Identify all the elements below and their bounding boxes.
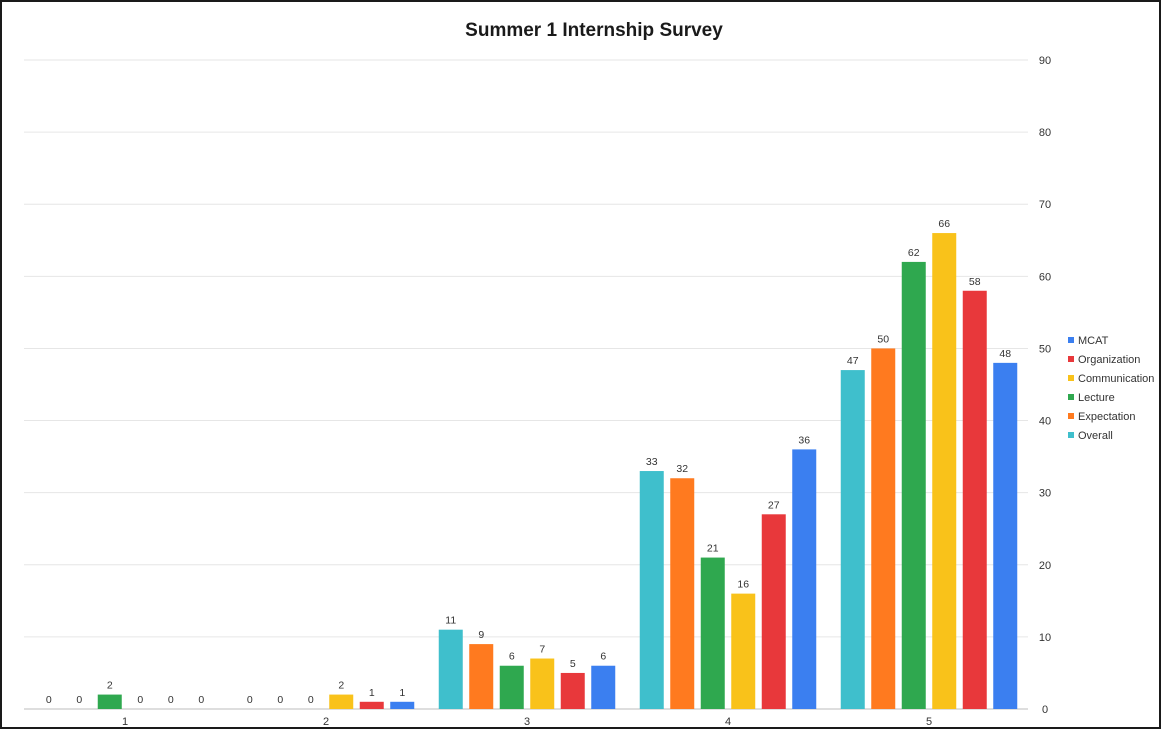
- data-label-overall-2: 0: [247, 694, 253, 706]
- data-label-expectation-4: 32: [676, 463, 688, 475]
- bar-mcat-5: [993, 362, 1018, 709]
- data-label-mcat-1: 0: [198, 694, 204, 706]
- data-label-mcat-2: 1: [399, 687, 405, 699]
- data-label-mcat-5: 48: [999, 348, 1011, 360]
- y-axis-ticks: 0 10 20 30 40 50 60 70 80 90: [1039, 55, 1051, 716]
- bar-overall-3: [438, 629, 463, 709]
- x-axis-ticks: 1 2 3 4 5: [122, 716, 932, 728]
- bar-mcat-3: [591, 665, 616, 709]
- x-tick-label: 5: [926, 716, 932, 728]
- data-label-lecture-5: 62: [908, 247, 920, 259]
- data-label-expectation-3: 9: [478, 629, 484, 641]
- data-label-communication-3: 7: [539, 644, 545, 656]
- bar-organization-4: [761, 514, 786, 709]
- bar-expectation-4: [670, 478, 695, 709]
- x-tick-label: 4: [725, 716, 731, 728]
- data-label-organization-3: 5: [570, 658, 576, 670]
- y-tick-label: 40: [1039, 416, 1051, 428]
- data-label-lecture-4: 21: [707, 543, 719, 555]
- chart-title: Summer 1 Internship Survey: [465, 20, 723, 41]
- bar-lecture-3: [499, 665, 524, 709]
- bar-organization-5: [962, 290, 987, 709]
- bar-mcat-4: [792, 449, 817, 709]
- data-label-lecture-3: 6: [509, 651, 515, 663]
- bar-organization-3: [560, 672, 585, 709]
- bar-communication-2: [329, 694, 354, 709]
- legend-swatch: [1068, 356, 1074, 362]
- legend-label: MCAT: [1078, 335, 1109, 347]
- y-tick-label: 60: [1039, 271, 1051, 283]
- bar-expectation-5: [871, 348, 896, 709]
- data-label-organization-1: 0: [168, 694, 174, 706]
- bar-communication-5: [932, 233, 957, 710]
- data-label-lecture-2: 0: [308, 694, 314, 706]
- data-label-overall-5: 47: [847, 355, 859, 367]
- bars: [97, 233, 1018, 710]
- legend-item-expectation: Expectation: [1068, 411, 1135, 423]
- x-tick-label: 3: [524, 716, 530, 728]
- bar-lecture-1: [97, 694, 122, 709]
- data-label-mcat-3: 6: [600, 651, 606, 663]
- y-tick-label: 20: [1039, 560, 1051, 572]
- data-label-organization-5: 58: [969, 276, 981, 288]
- y-tick-label: 70: [1039, 199, 1051, 211]
- bar-mcat-2: [390, 701, 415, 709]
- data-label-expectation-2: 0: [277, 694, 283, 706]
- bar-overall-4: [639, 471, 664, 709]
- data-label-organization-2: 1: [369, 687, 375, 699]
- legend-swatch: [1068, 413, 1074, 419]
- bar-expectation-3: [469, 644, 494, 709]
- x-tick-label: 1: [122, 716, 128, 728]
- bar-lecture-4: [700, 557, 725, 709]
- legend-item-organization: Organization: [1068, 354, 1140, 366]
- legend-label: Communication: [1078, 373, 1154, 385]
- legend-item-lecture: Lecture: [1068, 392, 1115, 404]
- data-label-organization-4: 27: [768, 499, 780, 511]
- y-tick-label: 80: [1039, 127, 1051, 139]
- legend-label: Organization: [1078, 354, 1140, 366]
- data-label-overall-4: 33: [646, 456, 658, 468]
- y-tick-label: 10: [1039, 632, 1051, 644]
- legend-item-overall: Overall: [1068, 430, 1113, 442]
- bar-communication-3: [530, 658, 555, 709]
- data-label-overall-3: 11: [445, 615, 456, 627]
- data-label-mcat-4: 36: [798, 434, 810, 446]
- data-label-expectation-5: 50: [877, 333, 889, 345]
- legend-item-mcat: MCAT: [1068, 335, 1109, 347]
- legend-item-communication: Communication: [1068, 373, 1154, 385]
- legend-swatch: [1068, 394, 1074, 400]
- legend-swatch: [1068, 432, 1074, 438]
- bar-communication-4: [731, 593, 756, 709]
- y-tick-label: 90: [1039, 55, 1051, 67]
- data-label-communication-5: 66: [938, 218, 950, 230]
- data-label-overall-1: 0: [46, 694, 52, 706]
- legend-label: Expectation: [1078, 411, 1135, 423]
- bar-lecture-5: [901, 261, 926, 709]
- legend-swatch: [1068, 375, 1074, 381]
- data-label-lecture-1: 2: [107, 680, 113, 692]
- bar-overall-5: [840, 370, 865, 709]
- x-tick-label: 2: [323, 716, 329, 728]
- data-label-communication-1: 0: [137, 694, 143, 706]
- data-label-communication-2: 2: [338, 680, 344, 692]
- y-tick-label: 30: [1039, 488, 1051, 500]
- legend-label: Overall: [1078, 430, 1113, 442]
- legend: MCAT Organization Communication Lecture Expe…: [1068, 335, 1154, 442]
- gridlines: [24, 59, 1028, 710]
- legend-swatch: [1068, 337, 1074, 343]
- y-tick-label: 0: [1042, 704, 1048, 716]
- bar-organization-2: [359, 701, 384, 709]
- data-label-expectation-1: 0: [76, 694, 82, 706]
- data-label-communication-4: 16: [737, 579, 749, 591]
- y-tick-label: 50: [1039, 343, 1051, 355]
- legend-label: Lecture: [1078, 392, 1115, 404]
